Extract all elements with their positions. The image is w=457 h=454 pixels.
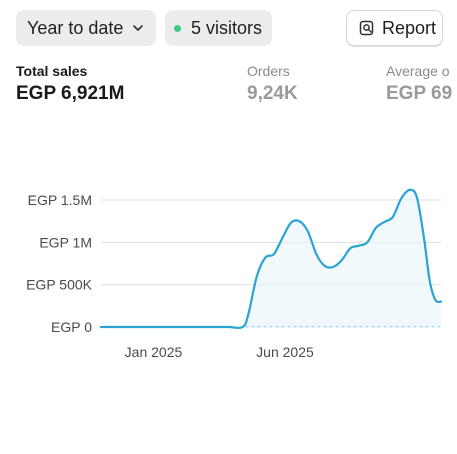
report-button[interactable]: Report [346, 10, 443, 46]
metric-label: Orders [247, 63, 290, 79]
report-label: Report [382, 17, 437, 38]
series-area [101, 189, 441, 328]
metric-value: EGP 69 [386, 83, 453, 104]
y-axis-labels: EGP 1.5M EGP 1M EGP 500K EGP 0 [26, 192, 93, 335]
visitors-label: 5 visitors [191, 17, 263, 38]
x-tick-label: Jan 2025 [125, 344, 183, 360]
metric-orders[interactable]: Orders 9,24K [247, 63, 298, 106]
metric-value: 9,24K [247, 83, 298, 104]
chevron-down-icon [133, 25, 144, 31]
sales-series-line [99, 188, 443, 330]
metric-total-sales[interactable]: Total sales EGP 6,921M [16, 63, 124, 106]
y-tick-label: EGP 0 [51, 319, 92, 335]
period-selector[interactable]: Year to date [16, 10, 156, 46]
metrics-row: Total sales EGP 6,921M Orders 9,24K Aver… [16, 63, 457, 113]
chart-series [99, 188, 443, 330]
metric-average-order-value[interactable]: Average o EGP 69 [386, 63, 452, 106]
metric-value: EGP 6,921M [16, 83, 125, 104]
period-label: Year to date [27, 17, 124, 38]
y-tick-label: EGP 500K [26, 277, 93, 293]
metric-label: Average o [386, 63, 450, 79]
x-axis-labels: Jan 2025 Jun 2025 [125, 344, 314, 360]
x-tick-label: Jun 2025 [256, 344, 314, 360]
y-tick-label: EGP 1.5M [28, 192, 92, 208]
report-search-icon [359, 20, 374, 36]
sales-line-chart: EGP 1.5M EGP 1M EGP 500K EGP 0 Jan 2025 Jun … [26, 188, 443, 360]
live-status-dot [174, 24, 181, 32]
y-tick-label: EGP 1M [39, 234, 92, 250]
metric-label: Total sales [16, 63, 88, 79]
live-visitors-button[interactable]: 5 visitors [165, 10, 272, 46]
toolbar: Year to date 5 visitors Report [16, 10, 457, 48]
